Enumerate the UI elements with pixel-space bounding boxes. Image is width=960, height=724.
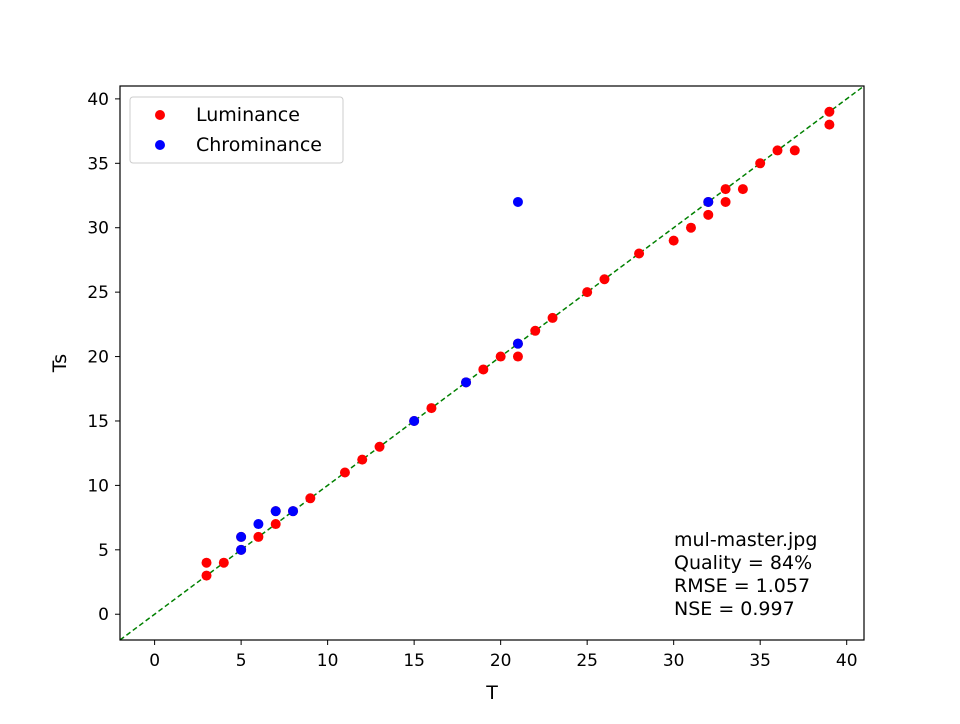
x-tick-label: 25 xyxy=(576,651,598,671)
legend-marker-chrominance xyxy=(155,140,165,150)
point-luminance xyxy=(599,274,610,285)
x-tick-label: 0 xyxy=(149,651,160,671)
point-chrominance xyxy=(253,519,264,530)
point-luminance xyxy=(824,119,835,130)
point-luminance xyxy=(755,158,766,169)
x-tick-label: 5 xyxy=(236,651,247,671)
point-luminance xyxy=(270,519,281,530)
x-tick-label: 10 xyxy=(317,651,339,671)
x-tick-label: 35 xyxy=(749,651,771,671)
point-luminance xyxy=(582,287,593,298)
point-luminance xyxy=(357,454,368,465)
legend: Luminance Chrominance xyxy=(129,96,344,164)
point-luminance xyxy=(218,557,229,568)
point-luminance xyxy=(374,441,385,452)
annotation-quality: Quality = 84% xyxy=(674,552,812,574)
point-luminance xyxy=(305,493,316,504)
legend-box xyxy=(129,96,344,164)
y-tick-label: 25 xyxy=(87,283,109,303)
point-luminance xyxy=(201,557,212,568)
point-luminance xyxy=(495,351,506,362)
point-luminance xyxy=(789,145,800,156)
annotation-filename: mul-master.jpg xyxy=(674,529,817,551)
point-luminance xyxy=(339,467,350,478)
y-tick-label: 0 xyxy=(98,605,109,625)
axes-frame xyxy=(119,85,865,641)
point-chrominance xyxy=(236,544,247,555)
point-luminance xyxy=(478,364,489,375)
point-chrominance xyxy=(409,415,420,426)
point-chrominance xyxy=(512,196,523,207)
y-tick-label: 10 xyxy=(87,476,109,496)
y-tick-label: 20 xyxy=(87,348,109,368)
annotation-rmse: RMSE = 1.057 xyxy=(674,575,810,597)
legend-marker-luminance xyxy=(155,110,165,120)
point-luminance xyxy=(634,248,645,259)
point-chrominance xyxy=(512,338,523,349)
point-luminance xyxy=(547,312,558,323)
point-chrominance xyxy=(270,506,281,517)
x-axis-label: T xyxy=(485,682,498,704)
annotation-nse: NSE = 0.997 xyxy=(674,598,795,620)
point-luminance xyxy=(530,325,541,336)
point-luminance xyxy=(737,184,748,195)
point-luminance xyxy=(668,235,679,246)
point-luminance xyxy=(685,222,696,233)
legend-label-luminance: Luminance xyxy=(196,104,300,126)
y-tick-label: 15 xyxy=(87,412,109,432)
point-luminance xyxy=(772,145,783,156)
x-tick-label: 40 xyxy=(836,651,858,671)
point-luminance xyxy=(253,531,264,542)
point-chrominance xyxy=(703,196,714,207)
y-tick-label: 30 xyxy=(87,219,109,239)
point-luminance xyxy=(426,403,437,414)
legend-label-chrominance: Chrominance xyxy=(196,134,322,156)
point-luminance xyxy=(720,196,731,207)
point-luminance xyxy=(824,106,835,117)
x-tick-label: 30 xyxy=(663,651,685,671)
x-tick-label: 20 xyxy=(490,651,512,671)
x-tick-label: 15 xyxy=(403,651,425,671)
point-chrominance xyxy=(288,506,299,517)
point-luminance xyxy=(720,184,731,195)
point-chrominance xyxy=(236,531,247,542)
point-luminance xyxy=(512,351,523,362)
y-axis-label: Ts xyxy=(49,354,71,373)
point-luminance xyxy=(201,570,212,581)
y-tick-label: 35 xyxy=(87,154,109,174)
y-tick-label: 5 xyxy=(98,541,109,561)
point-chrominance xyxy=(461,377,472,388)
y-tick-label: 40 xyxy=(87,90,109,110)
stats-annotation: mul-master.jpg Quality = 84% RMSE = 1.05… xyxy=(674,529,817,620)
point-luminance xyxy=(703,209,714,220)
